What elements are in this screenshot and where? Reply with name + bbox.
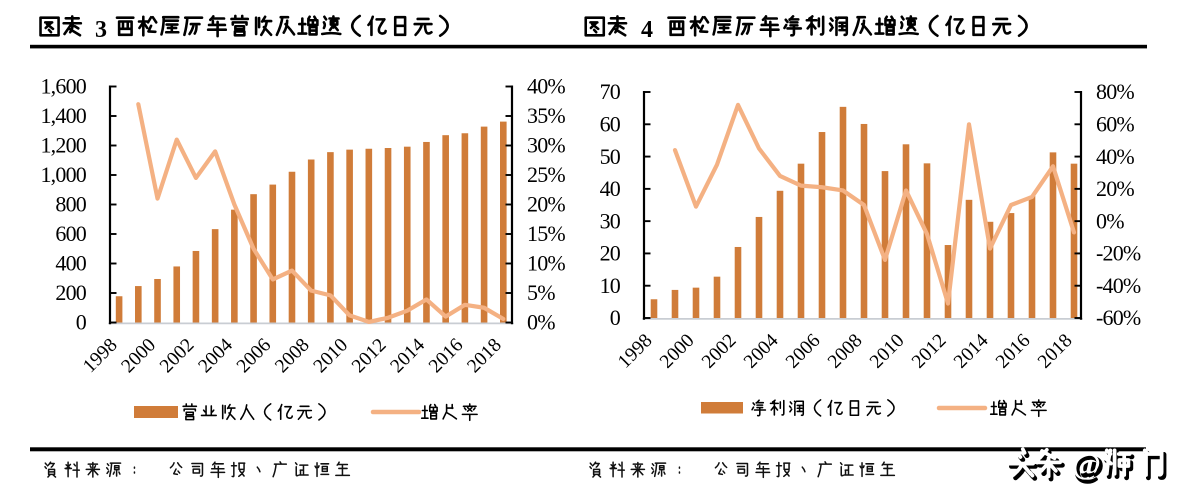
svg-text:4: 4 [641,17,653,43]
svg-text:0%: 0% [527,310,555,335]
svg-text:0: 0 [76,310,87,335]
svg-text:3: 3 [95,17,107,43]
svg-text:35%: 35% [527,103,565,128]
svg-text:0%: 0% [1096,208,1124,233]
svg-text:1,400: 1,400 [40,103,86,128]
svg-text:-60%: -60% [1096,305,1141,330]
svg-text:1,600: 1,600 [40,74,86,99]
svg-text:200: 200 [55,280,86,305]
svg-text:30%: 30% [527,133,565,158]
svg-text:1,000: 1,000 [40,162,86,187]
svg-text:10: 10 [600,273,621,298]
svg-text:70: 70 [600,79,621,104]
svg-text:20%: 20% [1096,176,1134,201]
svg-text:@: @ [1074,449,1103,484]
svg-text:50: 50 [600,144,621,169]
svg-text:40: 40 [600,176,621,201]
svg-text:80%: 80% [1096,79,1134,104]
svg-text:60%: 60% [1096,112,1134,137]
svg-text:600: 600 [55,221,86,246]
svg-text:40%: 40% [527,74,565,99]
svg-text:-20%: -20% [1096,241,1141,266]
svg-text:60: 60 [600,112,621,137]
svg-text:@: @ [1072,446,1101,481]
svg-text:25%: 25% [527,162,565,187]
svg-text:800: 800 [55,192,86,217]
svg-text:10%: 10% [527,251,565,276]
svg-text:30: 30 [600,208,621,233]
svg-text:5%: 5% [527,280,555,305]
svg-text:1,200: 1,200 [40,133,86,158]
svg-text:400: 400 [55,251,86,276]
svg-text:20%: 20% [527,192,565,217]
svg-text:15%: 15% [527,221,565,246]
svg-text:20: 20 [600,241,621,266]
svg-text:0: 0 [610,305,621,330]
svg-text:40%: 40% [1096,144,1134,169]
svg-text:-40%: -40% [1096,273,1141,298]
